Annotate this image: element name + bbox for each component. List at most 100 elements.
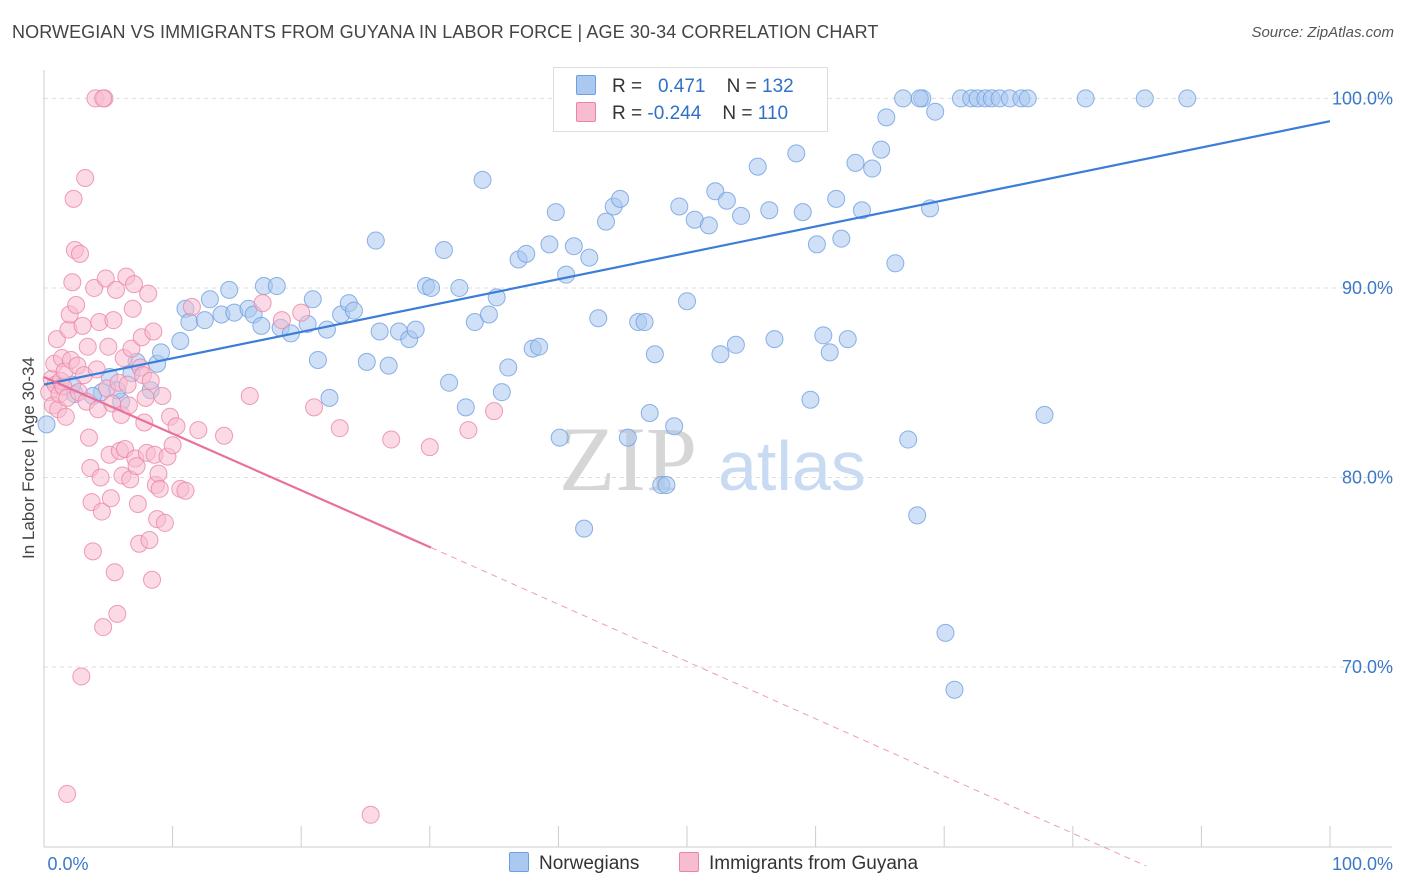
norwegian-point bbox=[320, 388, 339, 407]
norwegian-point bbox=[670, 197, 689, 216]
norwegian-point bbox=[550, 428, 569, 447]
norwegian-point bbox=[899, 430, 918, 449]
guyana-trend-line bbox=[43, 376, 432, 549]
norwegian-point bbox=[1135, 89, 1154, 108]
guyana-point bbox=[108, 604, 127, 623]
x-tick-label-max: 100.0% bbox=[1332, 854, 1393, 874]
norwegian-point bbox=[379, 356, 398, 375]
guyana-point bbox=[127, 457, 146, 476]
norwegian-point bbox=[456, 398, 475, 417]
norwegian-point bbox=[908, 506, 927, 525]
norwegian-point bbox=[530, 337, 549, 356]
guyana-point bbox=[292, 303, 311, 322]
norwegian-point bbox=[787, 144, 806, 163]
norwegian-point bbox=[479, 305, 498, 324]
correlation-legend: R = 0.471 N = 132 R = -0.244 N = 110 bbox=[553, 67, 828, 132]
norwegian-point bbox=[195, 311, 214, 330]
guyana-point bbox=[122, 339, 141, 358]
norwegian-point bbox=[406, 320, 425, 339]
guyana-point bbox=[459, 421, 478, 440]
norwegian-point bbox=[793, 203, 812, 222]
guyana-point bbox=[83, 542, 102, 561]
norwegian-point bbox=[717, 191, 736, 210]
norwegian-point bbox=[171, 332, 190, 351]
r-label: R = bbox=[612, 76, 643, 97]
watermark-atlas: atlas bbox=[718, 427, 866, 505]
guyana-point bbox=[91, 468, 110, 487]
guyana-point bbox=[143, 570, 162, 589]
norwegian-point bbox=[886, 254, 905, 273]
guyana-point bbox=[94, 618, 113, 637]
norwegian-point bbox=[575, 519, 594, 538]
y-tick-label: 100.0% bbox=[1332, 88, 1393, 108]
n-label: N = bbox=[722, 103, 753, 124]
guyana-point bbox=[144, 322, 163, 341]
legend-swatch-guyana bbox=[576, 102, 596, 122]
norwegian-point bbox=[711, 345, 730, 364]
y-tick-label: 80.0% bbox=[1342, 467, 1393, 487]
guyana-point bbox=[71, 244, 90, 263]
guyana-point bbox=[99, 337, 118, 356]
norwegian-point bbox=[1035, 405, 1054, 424]
norwegian-point bbox=[589, 309, 608, 328]
norwegian-point bbox=[820, 343, 839, 362]
bottom-legend-label-guyana: Immigrants from Guyana bbox=[709, 853, 919, 874]
norwegian-point bbox=[863, 159, 882, 178]
guyana-point bbox=[128, 494, 147, 513]
axes bbox=[43, 70, 1392, 848]
norwegian-point bbox=[1178, 89, 1197, 108]
norwegian-point bbox=[465, 313, 484, 332]
tick-labels: 70.0% 80.0% 90.0% 100.0% 0.0% 100.0% bbox=[47, 88, 1393, 874]
legend-swatch-norwegians bbox=[576, 75, 596, 95]
guyana-point bbox=[67, 295, 86, 314]
guyana-point bbox=[141, 371, 160, 390]
guyana-trend-extension bbox=[430, 547, 1147, 867]
guyana-point bbox=[56, 407, 75, 426]
guyana-point bbox=[176, 481, 195, 500]
n-value-guyana: 110 bbox=[757, 103, 789, 124]
norwegian-point bbox=[366, 231, 385, 250]
y-tick-label: 90.0% bbox=[1342, 278, 1393, 298]
guyana-point bbox=[118, 375, 137, 394]
norwegian-point bbox=[657, 476, 676, 495]
norwegian-point bbox=[370, 322, 389, 341]
guyana-point bbox=[63, 273, 82, 292]
guyana-point bbox=[105, 563, 124, 582]
r-value-guyana: -0.244 bbox=[647, 103, 702, 124]
legend-row-norwegians: R = 0.471 N = 132 bbox=[576, 75, 794, 99]
guyana-point bbox=[140, 530, 159, 549]
norwegian-point bbox=[699, 216, 718, 235]
n-label: N = bbox=[726, 76, 757, 97]
norwegian-point bbox=[344, 301, 363, 320]
guyana-point bbox=[139, 284, 158, 303]
guyana-point bbox=[92, 502, 111, 521]
guyana-point bbox=[72, 667, 91, 686]
norwegian-point bbox=[877, 108, 896, 127]
norwegian-point bbox=[580, 248, 599, 267]
trend-lines bbox=[43, 120, 1331, 867]
y-axis-label: In Labor Force | Age 30-34 bbox=[19, 357, 38, 559]
norwegian-point bbox=[317, 320, 336, 339]
norwegian-point bbox=[1076, 89, 1095, 108]
x-tick-label-min: 0.0% bbox=[47, 854, 88, 874]
norwegian-point bbox=[635, 313, 654, 332]
norwegian-point bbox=[936, 623, 955, 642]
legend-row-guyana: R = -0.244 N = 110 bbox=[576, 102, 788, 126]
n-value-norwegians: 132 bbox=[762, 76, 794, 97]
guyana-point bbox=[153, 386, 172, 405]
guyana-point bbox=[125, 275, 144, 294]
bottom-legend-swatch-norwegians bbox=[509, 852, 529, 872]
guyana-point bbox=[149, 464, 168, 483]
norwegian-point bbox=[499, 358, 518, 377]
norwegian-point bbox=[422, 278, 441, 297]
norwegian-point bbox=[492, 383, 511, 402]
guyana-point bbox=[150, 479, 169, 498]
guyana-point bbox=[123, 299, 142, 318]
norwegian-point bbox=[732, 206, 751, 225]
norwegian-point bbox=[546, 203, 565, 222]
bottom-legend-norwegians: Norwegians bbox=[509, 852, 639, 875]
norwegian-points bbox=[37, 89, 1197, 699]
guyana-point bbox=[107, 280, 126, 299]
guyana-point bbox=[420, 438, 439, 457]
norwegian-point bbox=[1018, 89, 1037, 108]
